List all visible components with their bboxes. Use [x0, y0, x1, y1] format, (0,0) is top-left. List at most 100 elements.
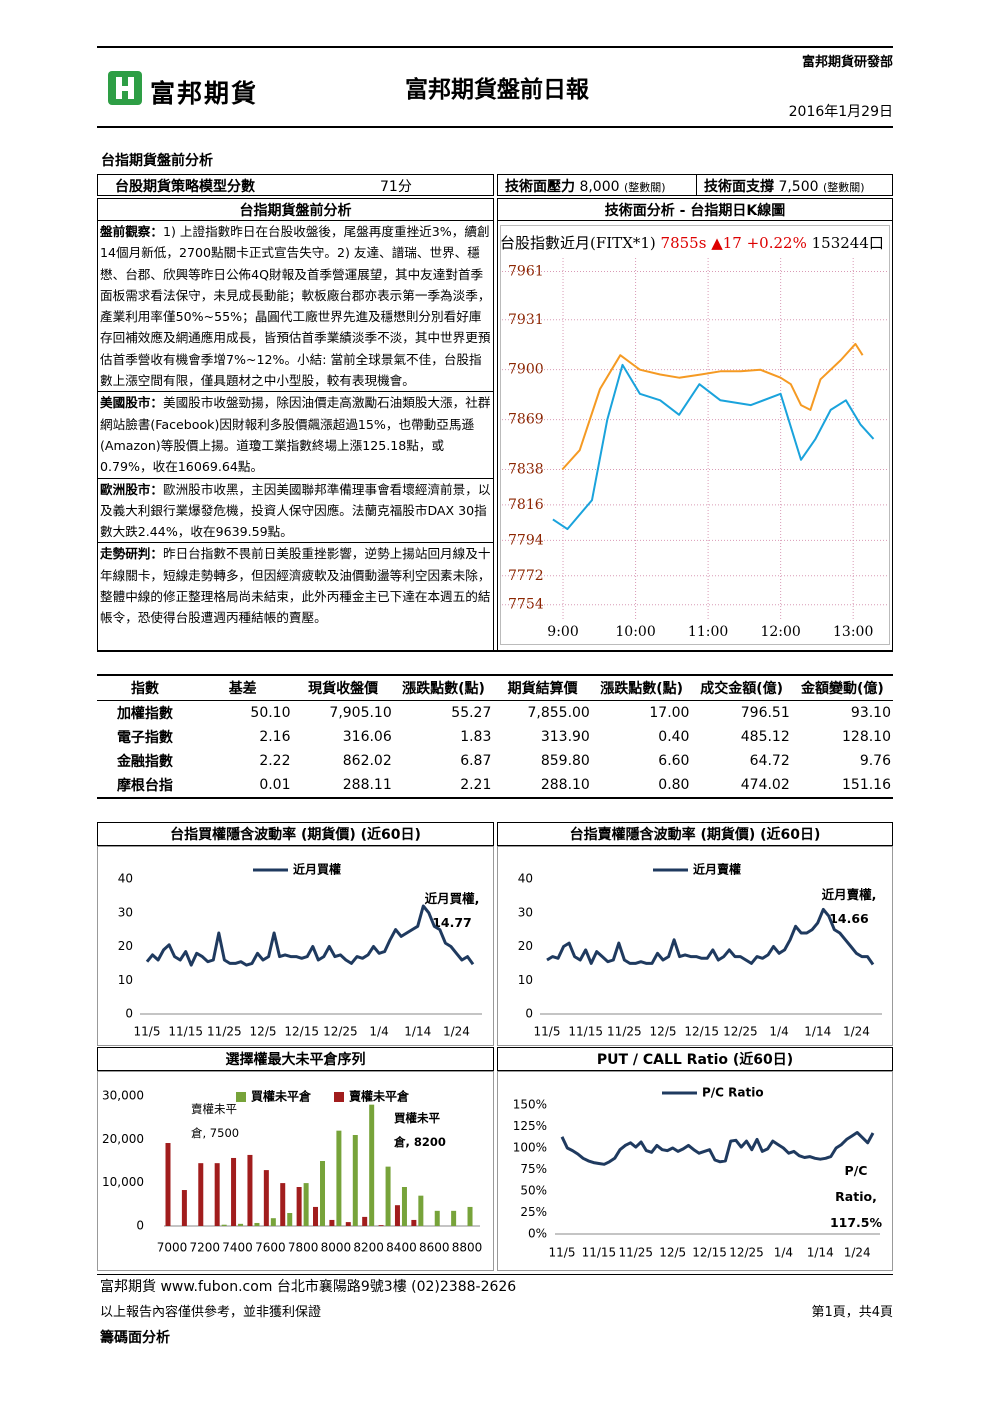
y-tick-label: 125% — [513, 1119, 547, 1133]
paragraph: 歐洲股市：歐洲股市收黑，主因美國聯邦準備理事會看壞經濟前景，以及義大利銀行業爆發… — [98, 479, 493, 544]
bar — [238, 1223, 244, 1226]
column-header: 漲跌點數(點) — [402, 681, 485, 697]
x-tick-label: 12/5 — [650, 1025, 677, 1039]
analysis-heading: 台指期貨盤前分析 — [97, 198, 494, 221]
logo-icon — [108, 71, 142, 105]
x-tick-label: 10:00 — [615, 624, 655, 640]
quote-percent: +0.22% — [746, 234, 807, 252]
x-tick-label: 11/25 — [618, 1246, 653, 1260]
column-header: 期貨結算價 — [507, 681, 578, 697]
x-tick-label: 11/25 — [607, 1025, 642, 1039]
bar — [287, 1213, 293, 1226]
chart-frame — [97, 1071, 494, 1271]
bar — [451, 1210, 457, 1226]
chart-title: 台指買權隱含波動率 (期貨價) (近60日) — [97, 822, 494, 846]
bar — [181, 1190, 187, 1226]
table-row: 金融指數 2.22 862.02 6.87 859.80 6.60 64.72 9.76 — [97, 749, 893, 773]
quote: 台股指數近月(FITX*1) 7855s ▲17 +0.22% 153244口 — [500, 232, 884, 253]
legend-label: 買權未平倉 — [251, 1089, 312, 1104]
table-cell: 7,905.10 — [329, 705, 392, 721]
bar — [270, 1218, 276, 1226]
y-tick-label: 7961 — [508, 263, 544, 279]
series-line — [546, 907, 875, 966]
table-row: 摩根台指 0.01 288.11 2.21 288.10 0.80 474.02 151.16 — [97, 773, 893, 798]
quote-change: ▲17 — [711, 234, 742, 252]
bar — [362, 1216, 368, 1226]
x-tick-label: 1/4 — [774, 1246, 793, 1260]
footer-company: 富邦期貨 www.fubon.com 台北市襄陽路9號3樓 (02)2388-2… — [100, 1279, 517, 1295]
bar — [378, 1225, 384, 1226]
y-tick-label: 0 — [136, 1219, 144, 1233]
y-tick-label: 30 — [118, 905, 133, 919]
legend-swatch — [334, 1092, 344, 1102]
x-tick-label: 8800 — [452, 1241, 483, 1255]
bar — [369, 1104, 375, 1226]
report-title: 富邦期貨盤前日報 — [405, 77, 589, 103]
x-tick-label: 13:00 — [833, 624, 873, 640]
x-tick-label: 12/5 — [659, 1246, 686, 1260]
table-cell: 128.10 — [842, 729, 891, 745]
table-cell: 6.87 — [460, 753, 492, 769]
bar — [313, 1206, 319, 1226]
bar — [320, 1161, 326, 1226]
chart-frame — [97, 846, 494, 1046]
y-tick-label: 7816 — [508, 497, 544, 513]
y-tick-label: 40 — [518, 872, 533, 886]
y-tick-label: 20 — [518, 939, 533, 953]
table-cell: 55.27 — [451, 705, 492, 721]
bar — [385, 1166, 391, 1226]
report-date: 2016年1月29日 — [788, 104, 893, 120]
paragraph-label: 盤前觀察： — [100, 224, 163, 239]
x-tick-label: 12:00 — [760, 624, 800, 640]
y-tick-label: 7869 — [508, 412, 544, 428]
paragraph: 美國股市：美國股市收盤勁揚，除因油價走高激勵石油類股大漲，社群網站臉書(Face… — [98, 392, 493, 479]
data-label: 近月賣權, 14.66 — [806, 883, 892, 931]
table-cell: 6.60 — [658, 753, 690, 769]
bar — [411, 1219, 417, 1226]
rule — [97, 1274, 893, 1275]
score-label: 台股期貨策略模型分數 — [115, 179, 255, 195]
paragraph-text: 1) 上證指數昨日在台股收盤後，尾盤再度重挫近3%，續創14個月新低，2700點… — [100, 224, 491, 389]
y-tick-label: 7772 — [508, 568, 544, 584]
column-header: 金額變動(億) — [800, 681, 884, 697]
table-cell: 50.10 — [250, 705, 291, 721]
x-tick-label: 11/5 — [134, 1025, 161, 1039]
legend-label: 近月買權 — [293, 862, 341, 877]
top-rule — [97, 46, 893, 48]
y-tick-label: 7931 — [508, 312, 544, 328]
paragraph-label: 美國股市： — [100, 395, 163, 411]
table-cell: 2.21 — [460, 777, 492, 793]
table-cell: 金融指數 — [116, 754, 173, 770]
series-line — [561, 342, 864, 471]
rule — [97, 126, 893, 128]
y-tick-label: 30,000 — [102, 1089, 144, 1103]
legend-label: 賣權未平倉 — [348, 1089, 410, 1104]
bar — [401, 1187, 407, 1226]
column-header: 成交金額(億) — [700, 681, 783, 697]
x-tick-label: 1/24 — [843, 1025, 870, 1039]
y-tick-label: 10 — [518, 973, 533, 987]
bar — [280, 1183, 286, 1226]
rule — [97, 650, 893, 652]
bar — [394, 1205, 400, 1226]
quote-volume: 153244口 — [811, 234, 884, 252]
column-header: 現貨收盤價 — [308, 681, 379, 697]
table-cell: 93.10 — [850, 705, 891, 721]
y-tick-label: 40 — [118, 872, 133, 886]
x-tick-label: 11/25 — [207, 1025, 242, 1039]
series-line — [552, 363, 875, 531]
quote-price: 7855s — [660, 234, 707, 252]
legend-label: P/C Ratio — [702, 1086, 764, 1100]
support-label: 技術面支撐 — [704, 179, 774, 195]
bar — [434, 1210, 440, 1226]
score: 71分 — [380, 179, 412, 195]
x-tick-label: 12/15 — [284, 1025, 319, 1039]
y-tick-label: 7838 — [508, 462, 544, 478]
y-tick-label: 10 — [118, 973, 133, 987]
annotation: 賣權未平倉, 7500 — [191, 1102, 240, 1140]
chart-frame — [497, 1071, 893, 1271]
x-tick-label: 12/15 — [692, 1246, 727, 1260]
resistance-note: (整數關) — [624, 181, 666, 194]
data-label-value: 14.66 — [829, 911, 869, 926]
